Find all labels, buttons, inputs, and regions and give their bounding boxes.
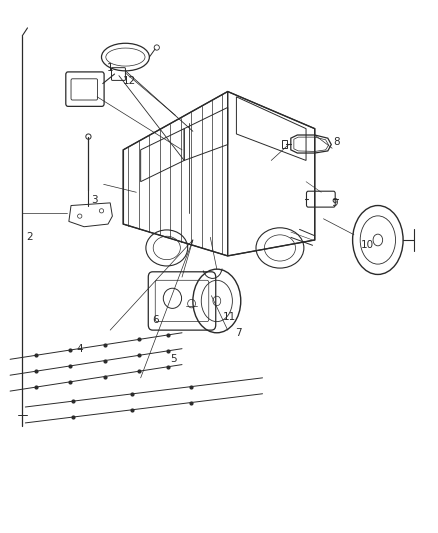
Text: 12: 12 (123, 76, 136, 86)
Text: 9: 9 (331, 198, 338, 208)
Text: 6: 6 (152, 314, 159, 325)
Text: 8: 8 (333, 137, 340, 147)
Text: 1: 1 (107, 63, 113, 72)
Text: 3: 3 (92, 195, 98, 205)
Text: 5: 5 (170, 354, 177, 364)
Text: 10: 10 (360, 240, 374, 251)
Text: 7: 7 (235, 328, 242, 338)
Text: 11: 11 (223, 312, 237, 322)
Text: 4: 4 (76, 344, 83, 354)
Text: 2: 2 (26, 232, 33, 243)
